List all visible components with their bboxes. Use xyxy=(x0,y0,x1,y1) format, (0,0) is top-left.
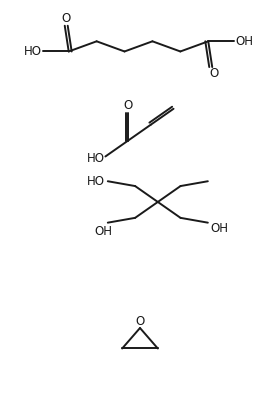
Text: HO: HO xyxy=(86,152,105,165)
Text: OH: OH xyxy=(95,225,113,238)
Text: HO: HO xyxy=(87,175,105,188)
Text: OH: OH xyxy=(211,222,229,235)
Text: O: O xyxy=(209,68,218,81)
Text: OH: OH xyxy=(235,35,253,48)
Text: O: O xyxy=(62,12,71,25)
Text: HO: HO xyxy=(24,45,42,58)
Text: O: O xyxy=(124,100,133,113)
Text: O: O xyxy=(135,314,145,327)
